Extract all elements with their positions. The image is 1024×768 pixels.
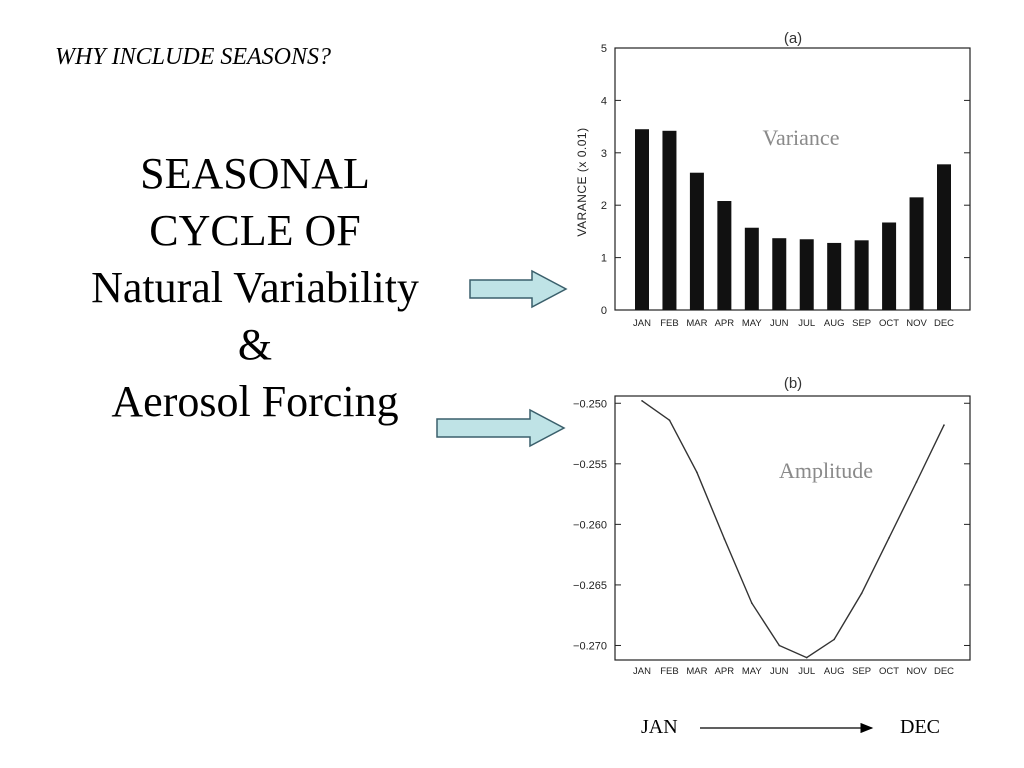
y-tick-label: 5 bbox=[601, 43, 607, 55]
y-axis: −0.250 −0.255 −0.260 −0.265 −0.270 bbox=[573, 398, 970, 652]
point-jul bbox=[805, 656, 808, 659]
x-tick-label: OCT bbox=[879, 666, 899, 677]
bar-mar bbox=[689, 172, 704, 310]
x-tick-label: FEB bbox=[660, 666, 678, 677]
point-oct bbox=[888, 536, 890, 539]
x-axis: JAN FEB MAR APR MAY JUN JUL AUG SEP OCT NOV DEC bbox=[633, 318, 954, 329]
x-tick-label: MAY bbox=[742, 318, 763, 329]
bar-apr bbox=[717, 201, 732, 310]
point-aug bbox=[833, 638, 835, 641]
x-tick-label: MAR bbox=[686, 318, 707, 329]
x-tick-label: JAN bbox=[633, 666, 651, 677]
point-dec bbox=[943, 424, 945, 426]
arrow-to-amplitude-chart bbox=[436, 408, 566, 448]
x-tick-label: AUG bbox=[824, 666, 845, 677]
bar-jan bbox=[635, 129, 649, 310]
title-line: Natural Variability bbox=[91, 263, 419, 312]
point-jun bbox=[778, 644, 781, 647]
bar-sep bbox=[854, 240, 869, 310]
x-tick-label: NOV bbox=[906, 666, 927, 677]
x-tick-label: NOV bbox=[906, 318, 927, 329]
point-jan bbox=[641, 400, 643, 402]
x-axis: JAN FEB MAR APR MAY JUN JUL AUG SEP OCT NOV DEC bbox=[633, 666, 954, 677]
y-tick-label: 2 bbox=[601, 200, 607, 212]
bar-aug bbox=[827, 242, 842, 310]
y-tick-label: −0.270 bbox=[573, 640, 607, 652]
plot-frame bbox=[614, 47, 971, 311]
y-tick-label: −0.260 bbox=[573, 519, 607, 531]
point-apr bbox=[723, 538, 726, 540]
timeline-start-label: JAN bbox=[641, 716, 678, 738]
point-may bbox=[751, 602, 753, 604]
bar-jun bbox=[772, 238, 787, 310]
x-tick-label: SEP bbox=[852, 666, 871, 677]
x-tick-label: JUN bbox=[770, 666, 789, 677]
y-tick-label: 3 bbox=[601, 148, 607, 160]
amplitude-series-line bbox=[641, 400, 945, 659]
title-line: & bbox=[237, 320, 273, 369]
title-line: SEASONAL bbox=[140, 149, 370, 198]
x-tick-label: AUG bbox=[824, 318, 845, 329]
variance-annotation: Variance bbox=[763, 125, 840, 150]
x-tick-label: FEB bbox=[660, 318, 678, 329]
plot-frame bbox=[614, 395, 971, 661]
x-tick-label: JAN bbox=[633, 318, 651, 329]
panel-label-b: (b) bbox=[784, 375, 802, 392]
bar-oct bbox=[882, 222, 897, 310]
x-tick-label: DEC bbox=[934, 318, 954, 329]
title-line: Aerosol Forcing bbox=[111, 377, 399, 426]
y-tick-label: −0.250 bbox=[573, 398, 607, 410]
bar-feb bbox=[662, 130, 677, 310]
bar-dec bbox=[937, 164, 951, 310]
x-tick-label: JUN bbox=[770, 318, 789, 329]
point-mar bbox=[696, 471, 698, 474]
y-tick-label: 4 bbox=[601, 95, 607, 107]
point-sep bbox=[860, 592, 863, 595]
y-tick-label: 1 bbox=[601, 253, 607, 265]
x-tick-label: APR bbox=[715, 666, 735, 677]
x-tick-label: JUL bbox=[798, 666, 815, 677]
y-tick-label: −0.255 bbox=[573, 459, 607, 471]
bar-nov bbox=[909, 197, 924, 310]
timeline-end-label: DEC bbox=[900, 716, 940, 738]
amplitude-annotation: Amplitude bbox=[779, 458, 873, 483]
bar-may bbox=[744, 227, 759, 310]
amplitude-chart: (b) −0.250 −0.255 −0.260 −0.265 −0.270 JAN FE… bbox=[573, 375, 971, 677]
panel-label-a: (a) bbox=[784, 30, 802, 47]
y-tick-label: −0.265 bbox=[573, 580, 607, 592]
slide-title: SEASONAL CYCLE OF Natural Variability & … bbox=[40, 145, 470, 430]
bar-jul bbox=[799, 239, 814, 310]
x-tick-label: OCT bbox=[879, 318, 899, 329]
y-axis-label: VARANCE (x 0.01) bbox=[575, 127, 589, 236]
title-line: CYCLE OF bbox=[149, 206, 361, 255]
point-nov bbox=[915, 481, 918, 483]
x-tick-label: SEP bbox=[852, 318, 871, 329]
bars bbox=[635, 129, 951, 310]
x-tick-label: DEC bbox=[934, 666, 954, 677]
slide-subtitle: WHY INCLUDE SEASONS? bbox=[55, 44, 332, 70]
arrow-to-variance-chart bbox=[469, 269, 568, 309]
x-tick-label: MAY bbox=[742, 666, 763, 677]
y-tick-label: 0 bbox=[601, 305, 607, 317]
variance-chart: (a) 0 1 2 3 4 5 JAN FEB MAR APR MAY JUN JUL AUG SEP OC… bbox=[575, 30, 971, 329]
x-tick-label: MAR bbox=[686, 666, 707, 677]
point-feb bbox=[668, 419, 671, 422]
x-tick-label: APR bbox=[715, 318, 735, 329]
x-tick-label: JUL bbox=[798, 318, 815, 329]
y-axis: 0 1 2 3 4 5 bbox=[601, 43, 970, 317]
data-points bbox=[641, 400, 945, 659]
